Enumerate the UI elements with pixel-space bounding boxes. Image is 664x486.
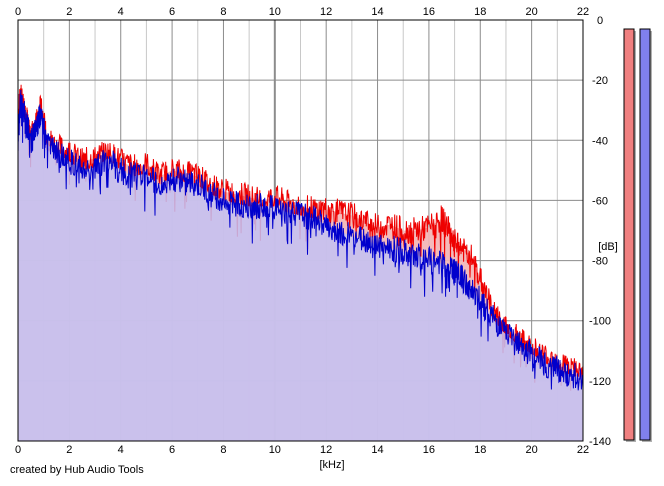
x-tick-label-bottom: 4 [118,444,124,456]
x-tick-label-top: 12 [320,6,332,18]
x-tick-label-bottom: 14 [371,444,383,456]
x-tick-label-bottom: 6 [169,444,175,456]
x-tick-label-top: 8 [220,6,226,18]
x-tick-label-top: 16 [423,6,435,18]
y-axis-label: [dB] [598,241,618,253]
x-tick-label-bottom: 0 [15,444,21,456]
x-tick-label-bottom: 22 [577,444,589,456]
x-tick-label-top: 14 [371,6,383,18]
level-meters [623,28,652,442]
x-tick-label-top: 10 [269,6,281,18]
x-tick-label-top: 2 [66,6,72,18]
series-layer [17,84,584,441]
y-tick-label: -20 [592,75,608,87]
y-tick-label: -40 [592,135,608,147]
x-tick-label-top: 20 [526,6,538,18]
x-tick-label-top: 6 [169,6,175,18]
y-tick-label: -120 [589,376,611,388]
y-tick-label: -100 [589,316,611,328]
x-tick-label-bottom: 16 [423,444,435,456]
x-tick-label-top: 4 [118,6,124,18]
x-axis-label: [kHz] [319,459,344,471]
x-tick-label-bottom: 20 [526,444,538,456]
axis-layer: 002244668810101212141416161818202022220-… [15,6,611,456]
level-meter-bar [623,28,635,441]
y-tick-label: -140 [589,436,611,448]
x-tick-label-bottom: 10 [269,444,281,456]
x-tick-label-bottom: 8 [220,444,226,456]
x-tick-label-bottom: 2 [66,444,72,456]
y-tick-label: -60 [592,195,608,207]
x-tick-label-bottom: 18 [474,444,486,456]
x-tick-label-top: 0 [15,6,21,18]
x-tick-label-top: 18 [474,6,486,18]
level-meter-bar [639,28,651,441]
plot-frame [17,19,584,442]
y-tick-label: 0 [597,15,603,27]
credit-text: created by Hub Audio Tools [10,464,144,476]
series-2-line [17,89,584,391]
y-tick-label: -80 [592,256,608,268]
x-tick-label-bottom: 12 [320,444,332,456]
x-tick-label-top: 22 [577,6,589,18]
